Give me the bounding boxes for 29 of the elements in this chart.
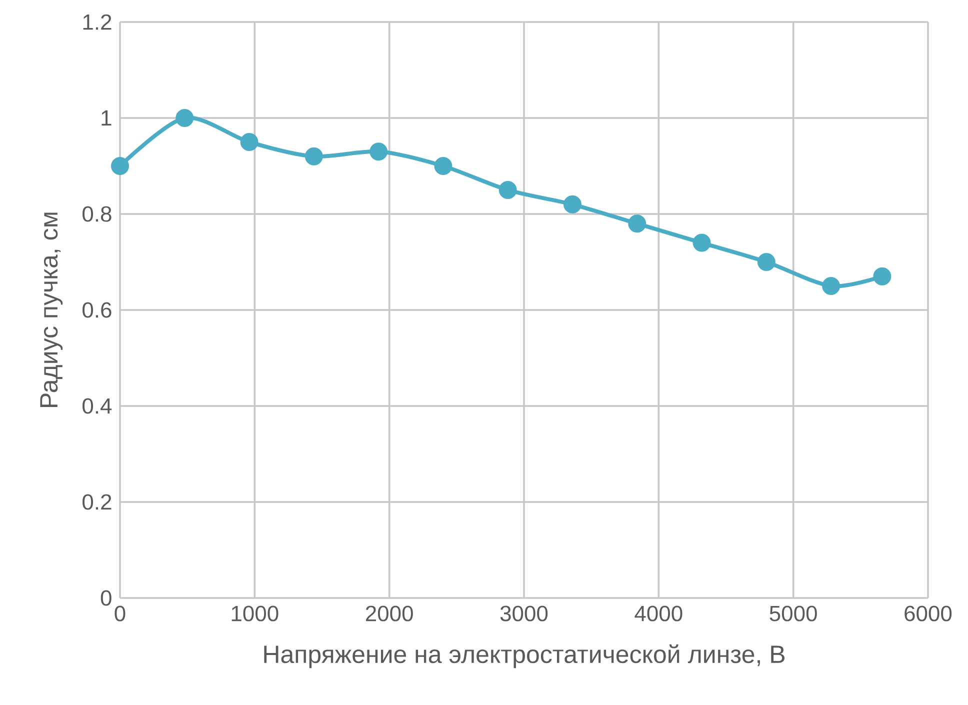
point bbox=[498, 180, 517, 199]
y-tick-label: 0.6 bbox=[82, 302, 112, 318]
point bbox=[434, 156, 452, 175]
x-tick-label: 4000 bbox=[634, 606, 682, 622]
y-tick-label: 1 bbox=[102, 110, 112, 126]
y-tick-label: 0.8 bbox=[82, 206, 112, 222]
x-tick-label: 3000 bbox=[500, 606, 548, 622]
point bbox=[757, 252, 776, 271]
point bbox=[563, 195, 582, 214]
y-axis-title: Радиус пучка, см bbox=[40, 212, 63, 407]
x-tick-label: 6000 bbox=[904, 606, 952, 622]
point bbox=[370, 142, 388, 161]
x-tick-label: 0 bbox=[114, 606, 126, 622]
point bbox=[240, 132, 258, 151]
point bbox=[176, 108, 194, 127]
point bbox=[822, 276, 840, 295]
point bbox=[873, 267, 892, 286]
point bbox=[304, 147, 323, 166]
x-tick-label: 1000 bbox=[232, 606, 278, 622]
point bbox=[111, 156, 130, 175]
y-tick-label: 1.2 bbox=[83, 14, 112, 30]
point bbox=[692, 234, 711, 252]
x-tick-label: 5000 bbox=[770, 606, 817, 622]
y-tick-label: 0.2 bbox=[82, 494, 112, 510]
point bbox=[628, 214, 646, 233]
y-tick-label: 0 bbox=[100, 590, 112, 606]
x-tick-label: 2000 bbox=[366, 606, 413, 622]
y-tick-label: 0.4 bbox=[82, 398, 112, 414]
x-axis-title: Напряжение на электростатической линзе, В bbox=[264, 644, 784, 668]
